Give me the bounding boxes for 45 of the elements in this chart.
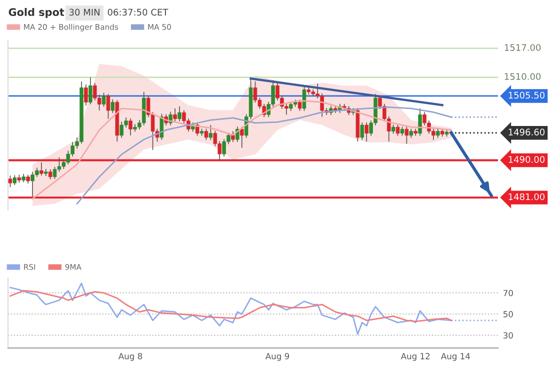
chart-subtitle: 30 MIN: [69, 8, 100, 16]
candlestick: [178, 106, 182, 122]
candlestick: [360, 122, 364, 140]
candlestick: [106, 93, 110, 120]
candlestick: [173, 108, 177, 122]
candlestick: [409, 128, 414, 138]
candlestick: [102, 92, 106, 108]
candlestick: [128, 118, 132, 136]
ref-line-label: 1490.00: [508, 156, 545, 163]
candlestick: [253, 81, 258, 104]
y-tick-label: 50: [504, 311, 513, 318]
candlestick: [88, 76, 92, 105]
candlestick: [364, 122, 368, 142]
chart-title: Gold spot: [8, 8, 64, 18]
candlestick: [52, 166, 57, 180]
x-tick-label: Aug 9: [265, 353, 290, 361]
candlestick: [418, 108, 422, 136]
x-tick-label: Aug 14: [440, 353, 470, 361]
ref-line-label: 1505.50: [508, 92, 545, 99]
candlestick: [208, 124, 213, 140]
text: 06:37:50 CET: [108, 8, 168, 16]
candlestick: [204, 128, 208, 140]
candlestick: [240, 126, 244, 148]
candlestick: [391, 124, 396, 134]
candlestick: [12, 174, 17, 186]
candlestick: [404, 126, 409, 144]
candlestick: [396, 124, 400, 136]
ref-line-label: 1517.00: [504, 44, 541, 51]
candlestick: [302, 86, 306, 112]
ref-line-label: 1496.60: [508, 128, 545, 136]
x-tick-label: Aug 12: [400, 353, 430, 361]
candlestick: [48, 168, 52, 180]
x-tick-label: Aug 8: [118, 353, 142, 361]
candlestick: [436, 128, 440, 138]
candlestick: [40, 162, 44, 176]
candlestick: [84, 84, 88, 106]
ref-line-label: 1481.00: [508, 193, 545, 200]
y-tick-label: 70: [504, 290, 513, 296]
y-tick-label: 30: [503, 332, 513, 339]
candlestick: [110, 98, 115, 114]
line-series: [10, 290, 452, 322]
candlestick: [8, 175, 12, 188]
candlestick: [298, 99, 302, 112]
candlestick: [400, 126, 404, 136]
ref-line-label: 1510.00: [504, 73, 541, 80]
